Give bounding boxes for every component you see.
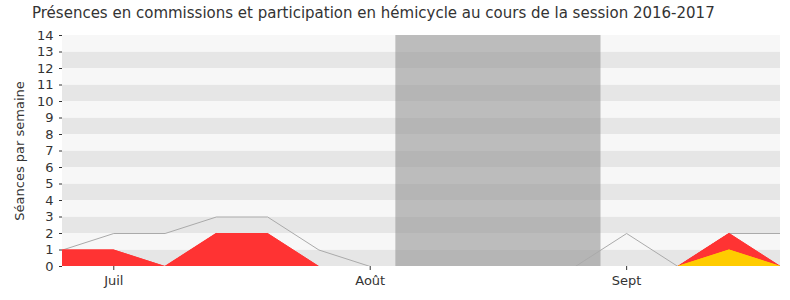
svg-text:6: 6 — [45, 160, 53, 175]
svg-text:14: 14 — [37, 30, 54, 43]
svg-text:10: 10 — [37, 94, 54, 109]
svg-text:Sept: Sept — [612, 273, 642, 288]
svg-text:5: 5 — [45, 176, 53, 191]
svg-text:11: 11 — [37, 77, 54, 92]
svg-text:4: 4 — [45, 193, 53, 208]
svg-text:3: 3 — [45, 209, 53, 224]
svg-text:8: 8 — [45, 127, 53, 142]
svg-text:12: 12 — [37, 61, 54, 76]
svg-text:9: 9 — [45, 110, 53, 125]
svg-text:1: 1 — [45, 242, 53, 257]
svg-text:0: 0 — [45, 259, 53, 274]
svg-text:2: 2 — [45, 226, 53, 241]
html-text:Présences en commissions et pa: Présences en commissions et participatio… — [32, 4, 715, 22]
svg-text:Séances par semaine: Séances par semaine — [12, 81, 27, 220]
svg-text:13: 13 — [37, 44, 54, 59]
svg-text:Juil: Juil — [103, 273, 123, 288]
svg-text:Août: Août — [355, 273, 385, 288]
svg-text:7: 7 — [45, 143, 53, 158]
